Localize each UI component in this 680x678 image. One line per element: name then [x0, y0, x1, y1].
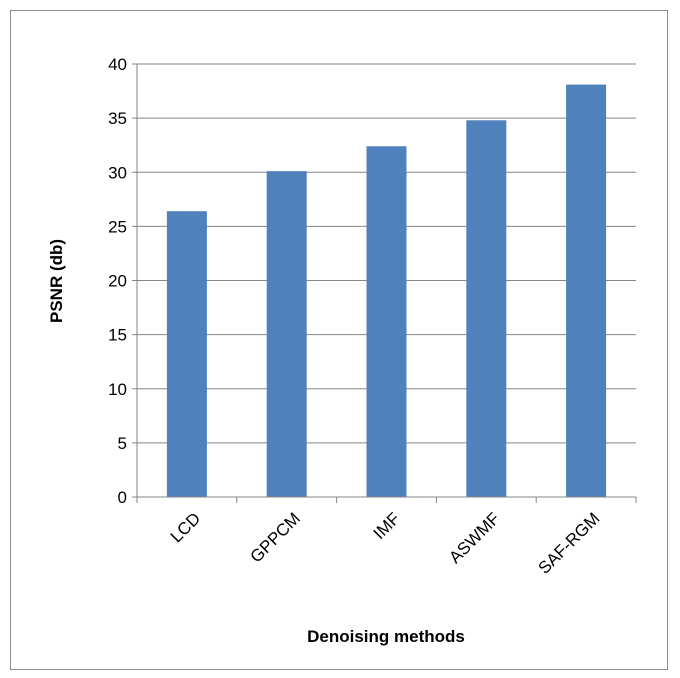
- y-tick-labels: 0 5 10 15 20 25 30 35 40: [108, 55, 127, 507]
- y-axis-title: PSNR (db): [47, 239, 66, 323]
- y-tick-label: 0: [118, 488, 127, 507]
- x-tick-label: IMF: [370, 509, 404, 543]
- x-tick-label: GPPCM: [246, 509, 304, 567]
- bar-saf-rgm: [566, 84, 607, 497]
- y-tick-label: 20: [108, 272, 127, 291]
- chart-frame: [10, 10, 668, 670]
- x-tick-label: ASWMF: [445, 509, 503, 567]
- y-tick-label: 15: [108, 326, 127, 345]
- x-tick-label: LCD: [167, 509, 204, 546]
- bar-lcd: [166, 211, 207, 497]
- x-axis-title: Denoising methods: [307, 627, 465, 646]
- y-tick-label: 30: [108, 163, 127, 182]
- y-tick-label: 10: [108, 380, 127, 399]
- y-tick-label: 5: [118, 434, 127, 453]
- x-tick-label: SAF-RGM: [535, 509, 604, 578]
- x-tick-labels: LCD GPPCM IMF ASWMF SAF-RGM: [167, 509, 604, 578]
- axes: [132, 63, 637, 503]
- bar-gppcm: [266, 171, 307, 498]
- bar-aswmf: [466, 120, 507, 497]
- bars: [166, 84, 607, 498]
- y-tick-label: 25: [108, 217, 127, 236]
- y-tick-label: 35: [108, 109, 127, 128]
- bar-imf: [366, 146, 407, 497]
- y-tick-label: 40: [108, 55, 127, 74]
